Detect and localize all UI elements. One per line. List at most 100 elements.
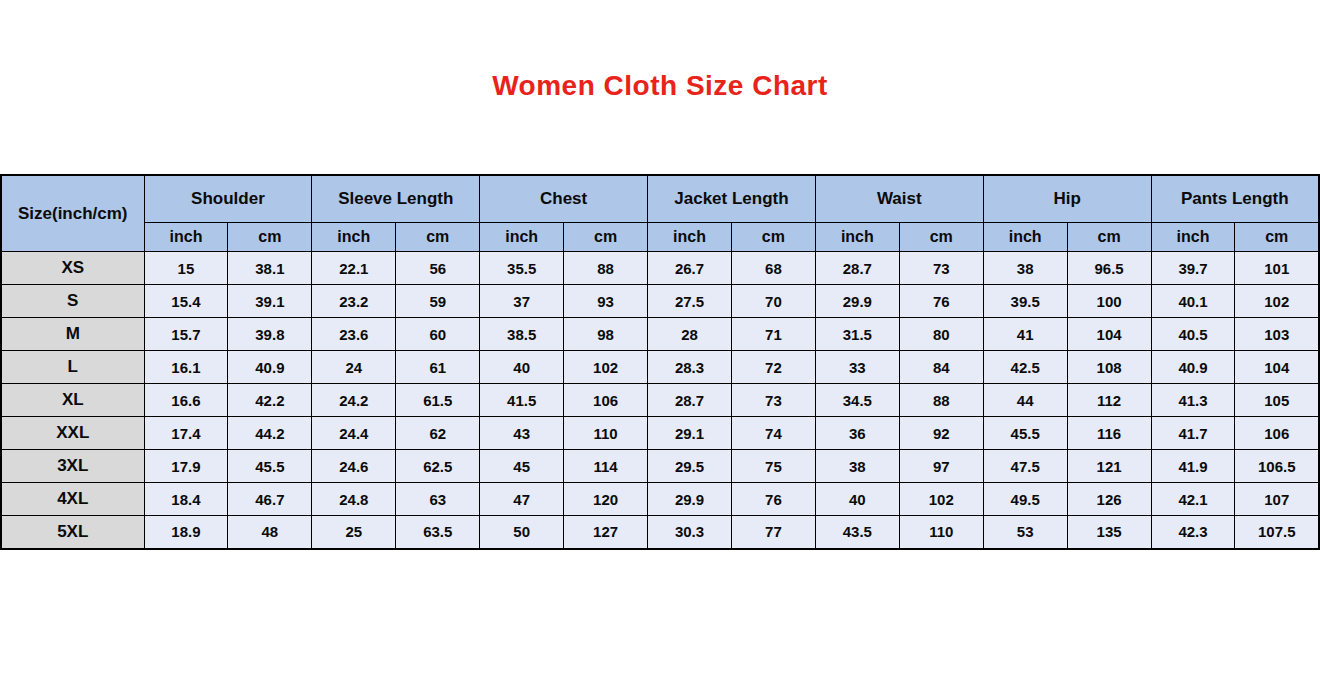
sub-header-inch: inch (648, 223, 732, 252)
table-cell: 45.5 (228, 450, 312, 483)
table-cell: 40 (480, 351, 564, 384)
row-label-xs: XS (1, 252, 144, 285)
table-cell: 61.5 (396, 384, 480, 417)
column-group-pants-length: Pants Length (1151, 175, 1319, 223)
table-cell: 88 (899, 384, 983, 417)
table-cell: 28.7 (648, 384, 732, 417)
size-chart-table: Size(inch/cm) ShoulderSleeve LengthChest… (0, 174, 1320, 550)
table-row: XXL17.444.224.4624311029.174369245.51164… (1, 417, 1319, 450)
table-cell: 88 (564, 252, 648, 285)
table-cell: 56 (396, 252, 480, 285)
table-cell: 41.7 (1151, 417, 1235, 450)
sub-header-inch: inch (144, 223, 228, 252)
sub-header-inch: inch (815, 223, 899, 252)
table-cell: 80 (899, 318, 983, 351)
row-label-xl: XL (1, 384, 144, 417)
table-row: XS1538.122.15635.58826.76828.7733896.539… (1, 252, 1319, 285)
column-group-chest: Chest (480, 175, 648, 223)
table-cell: 47.5 (983, 450, 1067, 483)
table-cell: 84 (899, 351, 983, 384)
table-body: XS1538.122.15635.58826.76828.7733896.539… (1, 252, 1319, 549)
table-cell: 102 (564, 351, 648, 384)
table-cell: 24.8 (312, 483, 396, 516)
table-cell: 44 (983, 384, 1067, 417)
table-cell: 28.7 (815, 252, 899, 285)
table-cell: 59 (396, 285, 480, 318)
table-cell: 114 (564, 450, 648, 483)
table-cell: 93 (564, 285, 648, 318)
table-cell: 15.7 (144, 318, 228, 351)
table-cell: 112 (1067, 384, 1151, 417)
table-cell: 40 (815, 483, 899, 516)
table-cell: 40.9 (1151, 351, 1235, 384)
table-row: XL16.642.224.261.541.510628.77334.588441… (1, 384, 1319, 417)
table-cell: 75 (731, 450, 815, 483)
table-cell: 102 (899, 483, 983, 516)
row-label-xxl: XXL (1, 417, 144, 450)
table-cell: 23.6 (312, 318, 396, 351)
table-cell: 47 (480, 483, 564, 516)
table-cell: 101 (1235, 252, 1319, 285)
table-row: L16.140.924614010228.372338442.510840.91… (1, 351, 1319, 384)
table-cell: 42.2 (228, 384, 312, 417)
table-cell: 43 (480, 417, 564, 450)
table-cell: 42.5 (983, 351, 1067, 384)
table-cell: 121 (1067, 450, 1151, 483)
table-cell: 110 (899, 516, 983, 549)
corner-header: Size(inch/cm) (1, 175, 144, 252)
sub-header-cm: cm (228, 223, 312, 252)
table-cell: 73 (899, 252, 983, 285)
table-cell: 22.1 (312, 252, 396, 285)
table-cell: 40.5 (1151, 318, 1235, 351)
table-cell: 107.5 (1235, 516, 1319, 549)
table-cell: 60 (396, 318, 480, 351)
table-cell: 126 (1067, 483, 1151, 516)
table-cell: 76 (899, 285, 983, 318)
table-cell: 27.5 (648, 285, 732, 318)
column-group-shoulder: Shoulder (144, 175, 312, 223)
table-cell: 62 (396, 417, 480, 450)
sub-header-cm: cm (1235, 223, 1319, 252)
sub-header-inch: inch (1151, 223, 1235, 252)
header-group-row: Size(inch/cm) ShoulderSleeve LengthChest… (1, 175, 1319, 223)
table-cell: 108 (1067, 351, 1151, 384)
table-cell: 76 (731, 483, 815, 516)
table-cell: 39.7 (1151, 252, 1235, 285)
table-cell: 68 (731, 252, 815, 285)
header-sub-row: inchcminchcminchcminchcminchcminchcminch… (1, 223, 1319, 252)
table-cell: 97 (899, 450, 983, 483)
table-row: M15.739.823.66038.598287131.5804110440.5… (1, 318, 1319, 351)
table-cell: 41.9 (1151, 450, 1235, 483)
table-cell: 39.8 (228, 318, 312, 351)
table-cell: 29.1 (648, 417, 732, 450)
table-cell: 104 (1067, 318, 1151, 351)
table-cell: 40.9 (228, 351, 312, 384)
table-cell: 16.6 (144, 384, 228, 417)
table-cell: 107 (1235, 483, 1319, 516)
table-cell: 74 (731, 417, 815, 450)
table-cell: 42.1 (1151, 483, 1235, 516)
table-cell: 106 (1235, 417, 1319, 450)
table-cell: 135 (1067, 516, 1151, 549)
table-cell: 43.5 (815, 516, 899, 549)
row-label-3xl: 3XL (1, 450, 144, 483)
column-group-sleeve-length: Sleeve Length (312, 175, 480, 223)
table-cell: 24 (312, 351, 396, 384)
table-cell: 104 (1235, 351, 1319, 384)
row-label-l: L (1, 351, 144, 384)
table-cell: 71 (731, 318, 815, 351)
table-cell: 24.2 (312, 384, 396, 417)
table-cell: 61 (396, 351, 480, 384)
table-cell: 33 (815, 351, 899, 384)
table-cell: 40.1 (1151, 285, 1235, 318)
table-cell: 98 (564, 318, 648, 351)
table-cell: 63 (396, 483, 480, 516)
table-cell: 24.4 (312, 417, 396, 450)
sub-header-cm: cm (1067, 223, 1151, 252)
table-cell: 41.5 (480, 384, 564, 417)
table-row: S15.439.123.259379327.57029.97639.510040… (1, 285, 1319, 318)
table-cell: 36 (815, 417, 899, 450)
table-cell: 41 (983, 318, 1067, 351)
table-cell: 106.5 (1235, 450, 1319, 483)
table-cell: 45 (480, 450, 564, 483)
